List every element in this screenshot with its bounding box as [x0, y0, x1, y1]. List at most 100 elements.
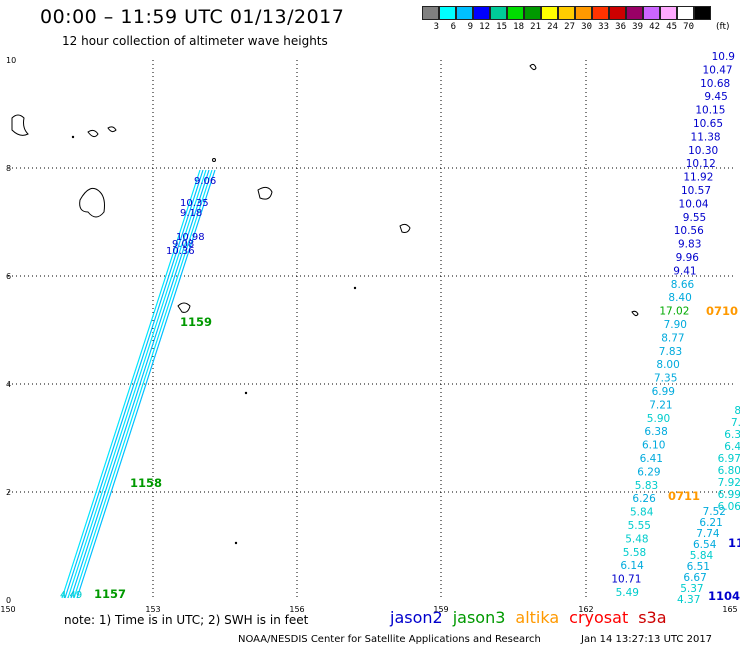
x-tick-label: 150	[0, 605, 15, 614]
color-scale-label: 6	[450, 22, 456, 32]
swh-label: 5.37	[680, 583, 703, 595]
swh-label: 5.84	[630, 507, 654, 519]
legend-altika: altika	[515, 608, 560, 627]
color-scale-label: 70	[683, 22, 694, 32]
swh-label: 6.14	[620, 560, 644, 572]
swh-label: 7.92	[718, 477, 740, 489]
swh-label: 6.38	[644, 426, 667, 438]
y-tick-label: 8	[6, 164, 11, 173]
color-scale-label: 45	[666, 22, 677, 32]
swh-label: 6.97	[718, 453, 740, 465]
color-swatch	[473, 6, 490, 20]
swh-label: 4.37	[677, 594, 700, 606]
swh-label: 5.83	[635, 480, 658, 492]
island-outlines	[11, 63, 639, 545]
swh-label: 6.41	[640, 453, 663, 465]
swh-label: 6.51	[687, 561, 710, 573]
color-swatch	[541, 6, 558, 20]
color-swatch	[422, 6, 439, 20]
color-scale-label: 3	[433, 22, 439, 32]
time-label: 0711	[668, 489, 700, 503]
swh-label: 5.84	[690, 550, 714, 562]
color-swatch	[507, 6, 524, 20]
color-scale-label: 36	[615, 22, 626, 32]
island-outline	[257, 186, 273, 200]
y-tick-label: 6	[6, 272, 11, 281]
swh-label: 8.40	[668, 292, 691, 304]
time-label: 1159	[180, 315, 212, 329]
map-subtitle: 12 hour collection of altimeter wave hei…	[62, 34, 328, 48]
color-swatch	[643, 6, 660, 20]
swh-label: 10.35	[180, 198, 209, 209]
legend-jason3: jason3	[452, 608, 506, 627]
island-outline	[79, 187, 105, 218]
swh-label: 9.18	[180, 208, 202, 219]
color-scale-label: 39	[632, 22, 643, 32]
swh-label: 9.06	[194, 176, 216, 187]
map-grid: 150 153 156 159 162 165 0 2 4 6 8 10	[0, 56, 737, 614]
color-swatch	[626, 6, 643, 20]
track-line	[70, 169, 210, 599]
legend-cryosat: cryosat	[569, 608, 629, 627]
swh-label: 10.9	[712, 51, 735, 63]
color-scale-label: 42	[649, 22, 660, 32]
swh-label: 10.36	[166, 246, 195, 257]
y-tick-label: 0	[6, 596, 11, 605]
swh-label: 8.00	[656, 359, 679, 371]
swh-label: 9.08	[172, 239, 194, 250]
swh-label: 6.29	[637, 466, 660, 478]
swh-label: 6.3	[724, 429, 740, 441]
track-line	[64, 169, 204, 599]
track-line	[76, 169, 216, 599]
island-outline	[11, 114, 29, 136]
color-scale-label: 27	[564, 22, 575, 32]
color-swatch	[558, 6, 575, 20]
legend-s3a: s3a	[638, 608, 667, 627]
color-swatch	[456, 6, 473, 20]
time-label: 11	[728, 536, 740, 550]
satellite-legend: jason2 jason3 altika cryosat s3a	[390, 608, 677, 627]
x-tick-label: 159	[433, 605, 448, 614]
swh-label: 9.96	[676, 252, 700, 264]
swh-label: 10.65	[693, 118, 723, 130]
swh-label: 10.57	[681, 185, 711, 197]
swh-label: 7.74	[696, 528, 720, 540]
time-label: 1157	[94, 587, 126, 601]
island-outline	[529, 63, 537, 71]
y-tick-label: 2	[6, 488, 11, 497]
swh-label: 8.66	[671, 279, 695, 291]
color-swatch	[524, 6, 541, 20]
swh-label: 5.90	[647, 413, 670, 425]
track-line	[73, 169, 213, 599]
swh-label: 6.80	[718, 465, 740, 477]
legend-jason2: jason2	[390, 608, 443, 627]
swh-label: 5.58	[623, 547, 646, 559]
swh-label: 6.67	[683, 572, 706, 584]
swh-label: 6.10	[642, 440, 665, 452]
swh-label: 6.06	[718, 501, 740, 513]
swh-label: 10.15	[695, 105, 725, 117]
generation-timestamp: Jan 14 13:27:13 UTC 2017	[581, 634, 713, 645]
swh-label: 7.	[731, 417, 740, 429]
swh-label: 10.71	[611, 574, 641, 586]
color-swatch	[592, 6, 609, 20]
credit-line: NOAA/NESDIS Center for Satellite Applica…	[238, 634, 541, 645]
swh-label: 10.12	[686, 158, 716, 170]
island-outline	[87, 129, 99, 138]
swh-label: 10.98	[176, 232, 205, 243]
track-line	[67, 169, 207, 599]
color-scale-label: 15	[496, 22, 507, 32]
y-tick-label: 10	[6, 56, 16, 65]
time-label: 1158	[130, 476, 162, 490]
swh-label: 10.04	[679, 198, 709, 210]
island-outline	[177, 302, 191, 313]
color-swatch	[694, 6, 711, 20]
color-scale-unit: (ft)	[716, 22, 730, 32]
track-line	[61, 169, 201, 599]
swh-label: 10.56	[674, 225, 704, 237]
swh-label: 6.99	[718, 489, 740, 501]
island-outline	[631, 310, 639, 317]
swh-label: 6.54	[693, 539, 717, 551]
swh-label: 10.47	[703, 64, 733, 76]
color-scale-label: 21	[530, 22, 541, 32]
